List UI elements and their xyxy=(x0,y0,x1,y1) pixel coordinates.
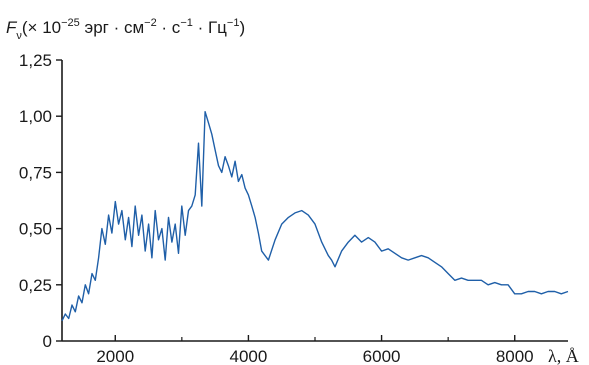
tick-layer: 0 0,25 0,50 0,75 1,00 1,25 2000 4000 6000 8000 xyxy=(19,51,534,365)
y-tick-label: 1,00 xyxy=(19,107,52,126)
y-axis-title: Fν(× 10−25 эрг · см−2 · с−1 · Гц−1) xyxy=(6,17,245,42)
series-layer xyxy=(61,110,569,322)
y-axis-title-subscript: ν xyxy=(16,30,22,42)
y-axis-title-close: ) xyxy=(239,18,245,37)
y-axis-title-unit2: · с xyxy=(157,18,181,37)
y-tick-label: 0,75 xyxy=(19,163,52,182)
y-tick-label: 0 xyxy=(43,332,52,351)
y-tick-label: 0,50 xyxy=(19,220,52,239)
y-tick-label: 0,25 xyxy=(19,276,52,295)
y-axis-title-exp2: −2 xyxy=(144,17,157,29)
x-tick-label: 6000 xyxy=(363,347,401,365)
y-axis-title-exp3: −1 xyxy=(180,17,193,29)
x-tick-label: 8000 xyxy=(496,347,534,365)
y-axis-title-exp1: −25 xyxy=(61,17,80,29)
y-axis-title-symbol: F xyxy=(6,18,18,37)
series-line xyxy=(61,110,569,322)
y-axis-title-exp4: −1 xyxy=(227,17,240,29)
y-axis-title-unit3: · Гц xyxy=(193,18,227,37)
y-tick-label: 1,25 xyxy=(19,51,52,70)
x-tick-label: 4000 xyxy=(230,347,268,365)
x-tick-label: 2000 xyxy=(96,347,134,365)
axes xyxy=(61,60,568,342)
y-axis-title-open: (× 10 xyxy=(22,18,61,37)
x-axis-title: λ, Å xyxy=(548,346,579,365)
y-axis-title-unit1: эрг · см xyxy=(80,18,144,37)
